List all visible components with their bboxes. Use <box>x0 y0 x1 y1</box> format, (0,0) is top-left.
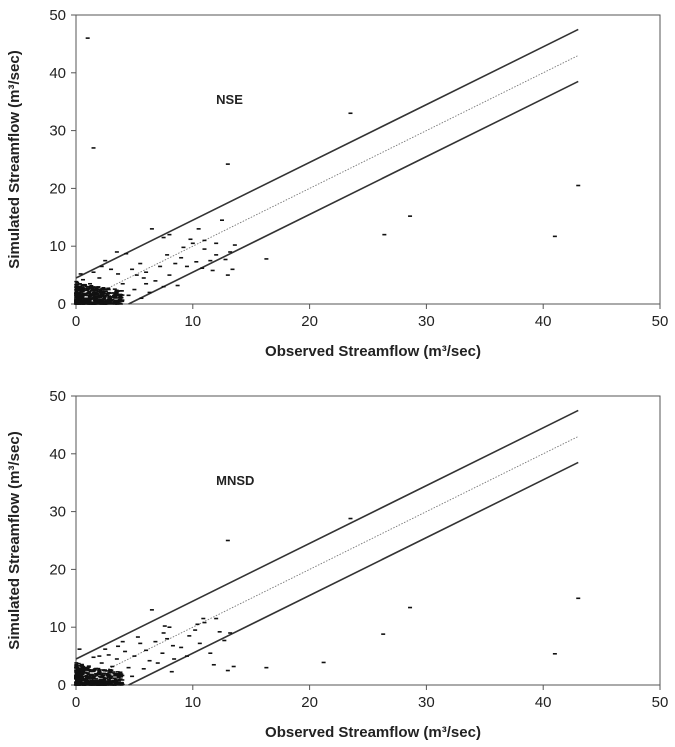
chart-annotation: MNSD <box>216 473 254 488</box>
x-tick-label: 30 <box>418 694 435 711</box>
x-tick-label: 10 <box>184 313 201 330</box>
y-tick-label: 50 <box>49 388 66 405</box>
x-tick-label: 30 <box>418 313 435 330</box>
y-tick-label: 20 <box>49 561 66 578</box>
y-axis-label: Simulated Streamflow (m³/sec) <box>6 50 23 268</box>
x-axis-label: Observed Streamflow (m³/sec) <box>265 724 481 741</box>
y-tick-label: 30 <box>49 504 66 521</box>
plot-frame <box>75 14 661 305</box>
x-tick-label: 50 <box>652 313 669 330</box>
y-tick-label: 30 <box>49 123 66 140</box>
y-axis-label: Simulated Streamflow (m³/sec) <box>6 431 23 649</box>
y-tick-label: 20 <box>49 180 66 197</box>
x-tick-label: 10 <box>184 694 201 711</box>
x-tick-label: 40 <box>535 313 552 330</box>
x-tick-label: 50 <box>652 694 669 711</box>
plot-frame <box>75 395 661 686</box>
one-to-one-line <box>75 55 579 305</box>
x-tick-label: 0 <box>72 694 80 711</box>
y-tick-label: 0 <box>58 677 66 694</box>
bound-line-1 <box>75 409 579 660</box>
y-tick-label: 10 <box>49 619 66 636</box>
chart-annotation: NSE <box>216 92 243 107</box>
bound-line-3 <box>128 80 579 305</box>
x-tick-label: 40 <box>535 694 552 711</box>
x-axis-label: Observed Streamflow (m³/sec) <box>265 343 481 360</box>
y-tick-label: 0 <box>58 296 66 313</box>
x-tick-label: 0 <box>72 313 80 330</box>
y-tick-label: 50 <box>49 7 66 24</box>
chart-panel-1: 0 10 20 30 40 50 0 10 20 30 40 50 Observed Streamflo… <box>6 7 668 360</box>
y-tick-label: 40 <box>49 65 66 82</box>
y-tick-label: 10 <box>49 238 66 255</box>
chart-panel-2: 0 10 20 30 40 50 0 10 20 30 40 50 Observed Streamflo… <box>6 388 668 741</box>
bound-line-1 <box>75 28 579 279</box>
y-tick-label: 40 <box>49 446 66 463</box>
bound-line-3 <box>128 461 579 686</box>
x-tick-label: 20 <box>301 313 318 330</box>
x-tick-label: 20 <box>301 694 318 711</box>
one-to-one-line <box>75 436 579 686</box>
